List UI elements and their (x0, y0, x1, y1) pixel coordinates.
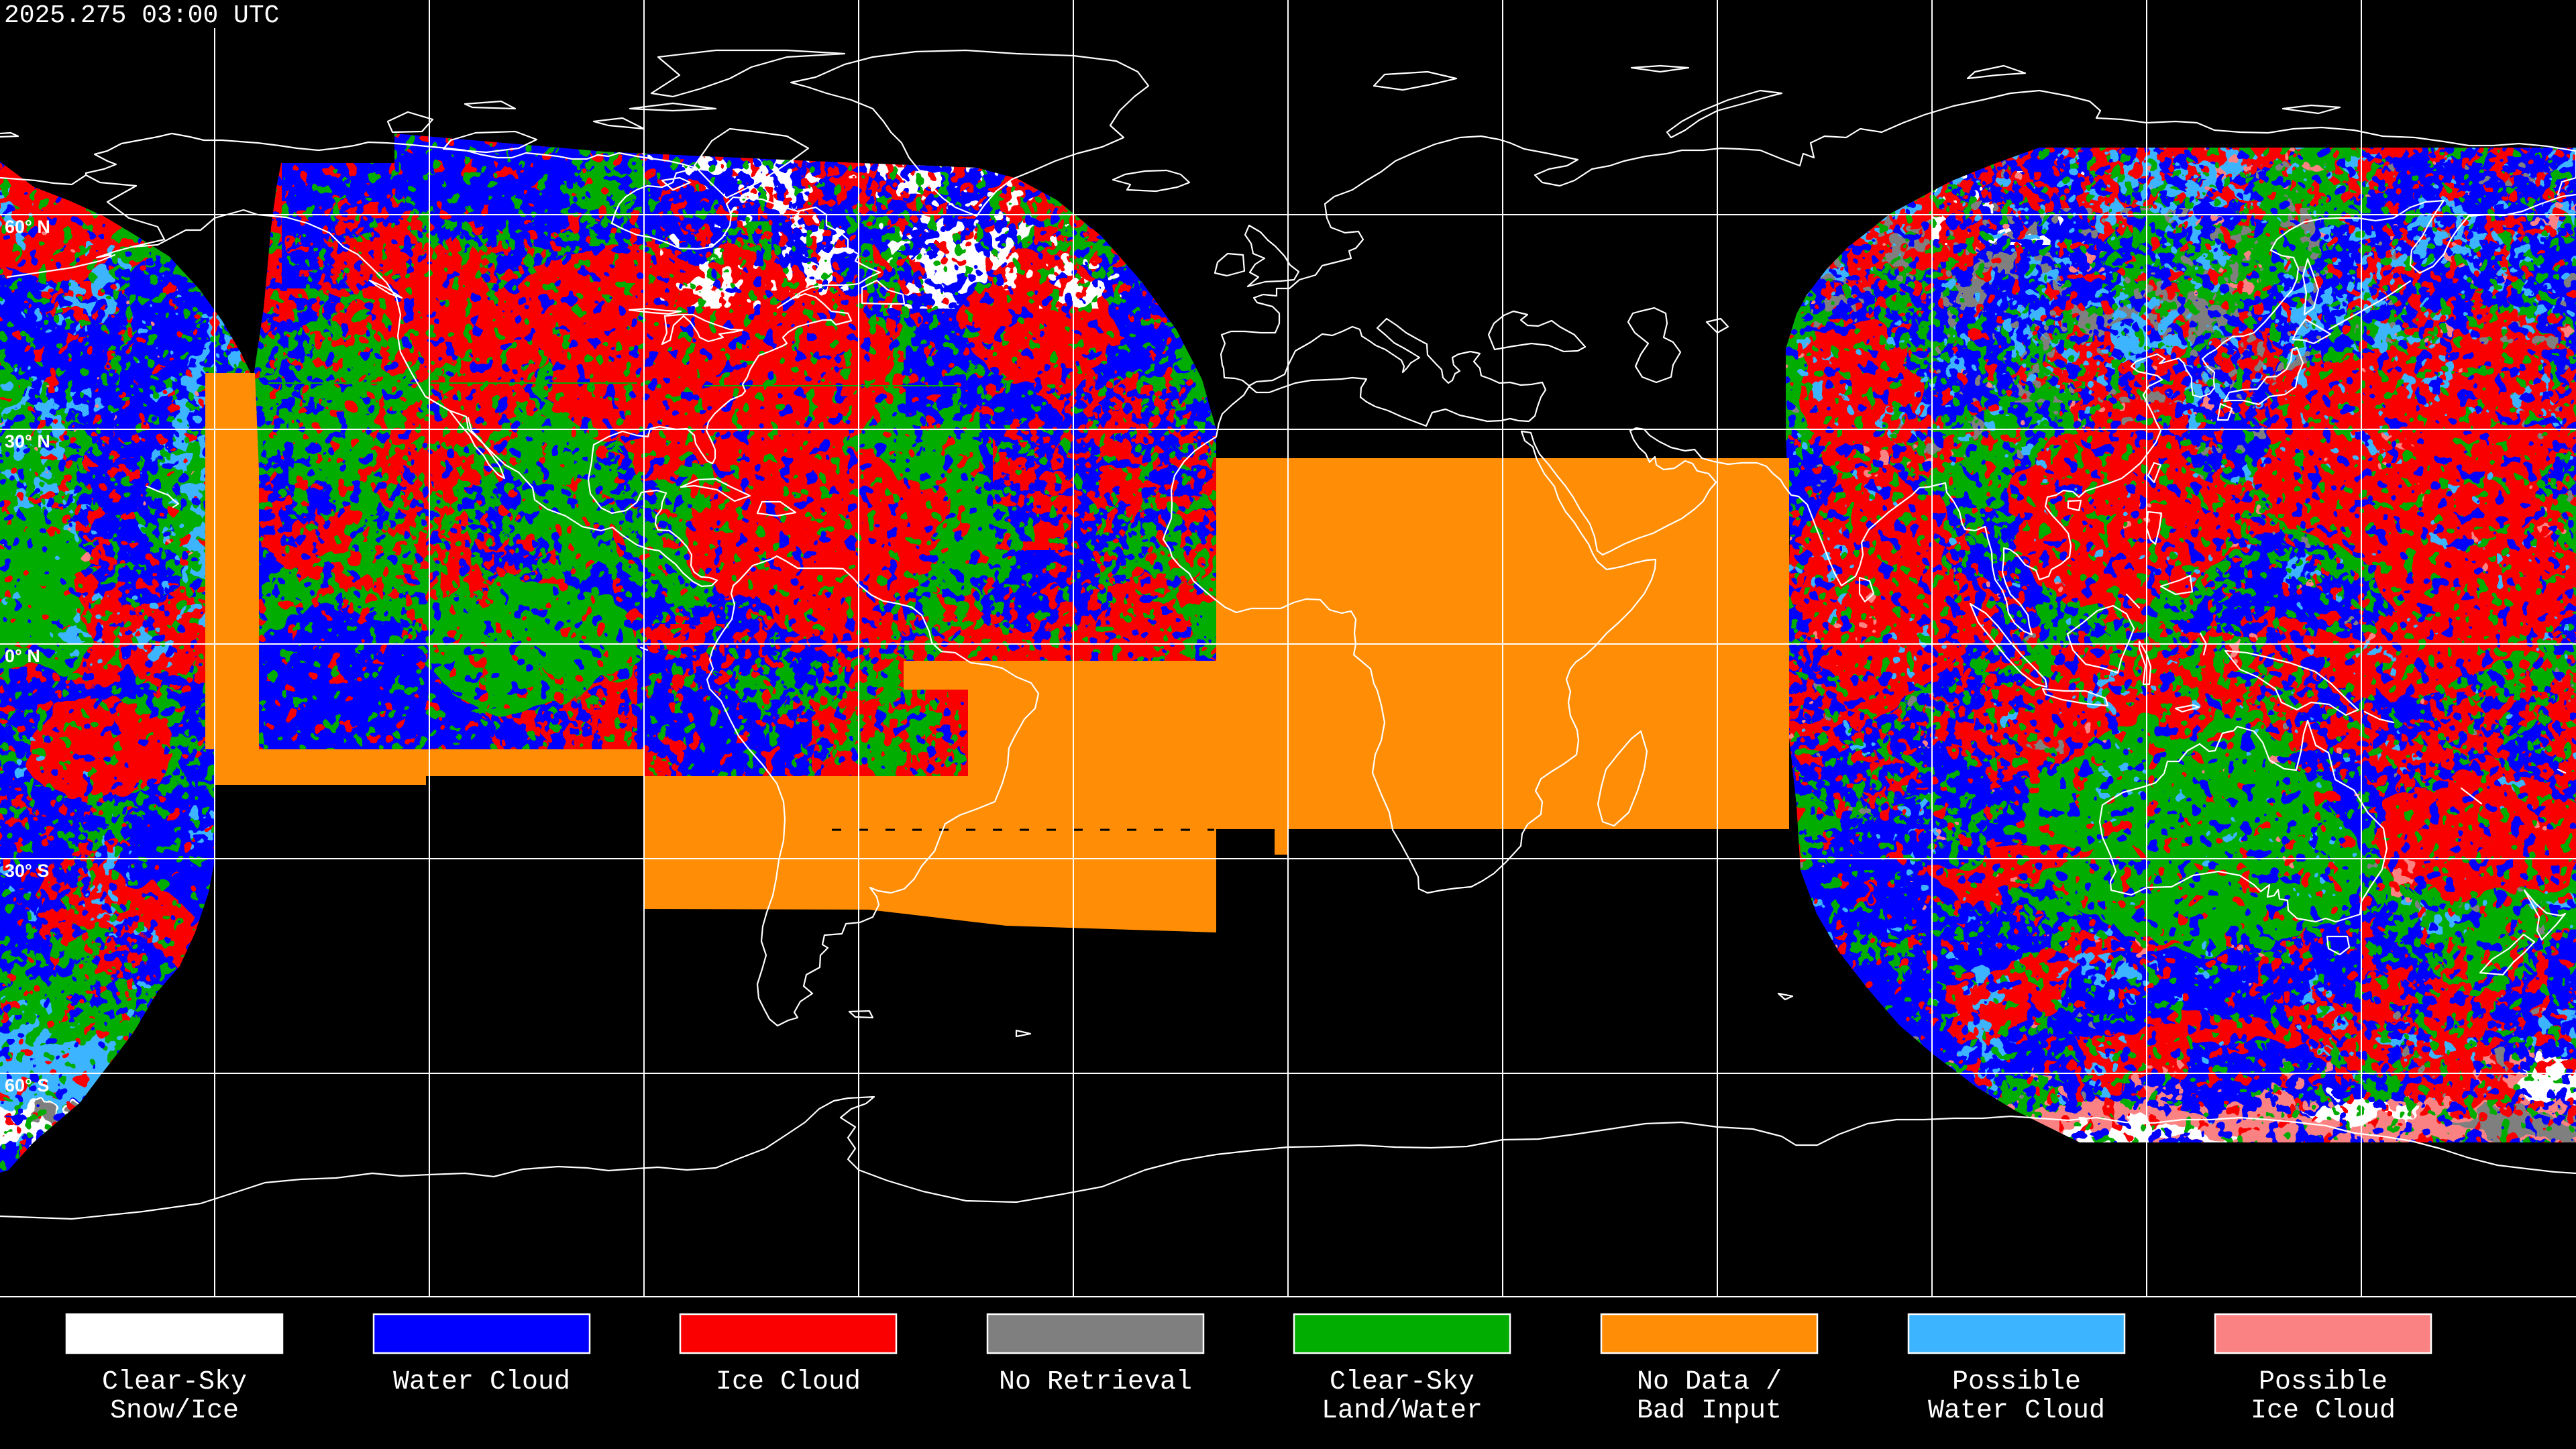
svg-text:Snow/Ice: Snow/Ice (110, 1396, 239, 1426)
svg-text:30° N: 30° N (5, 431, 50, 451)
svg-text:No Data /: No Data / (1637, 1367, 1782, 1397)
svg-text:Water Cloud: Water Cloud (1928, 1396, 2105, 1426)
svg-text:Clear-Sky: Clear-Sky (1330, 1367, 1474, 1397)
svg-text:Clear-Sky: Clear-Sky (102, 1367, 247, 1397)
svg-text:Ice Cloud: Ice Cloud (716, 1367, 861, 1397)
svg-text:60° S: 60° S (5, 1075, 49, 1095)
svg-text:No Retrieval: No Retrieval (999, 1367, 1192, 1397)
svg-text:Water Cloud: Water Cloud (393, 1367, 570, 1397)
svg-text:Ice Cloud: Ice Cloud (2251, 1396, 2396, 1426)
svg-text:Bad Input: Bad Input (1637, 1396, 1782, 1426)
svg-text:Possible: Possible (2259, 1367, 2387, 1397)
svg-text:0° N: 0° N (5, 646, 40, 666)
svg-text:60° N: 60° N (5, 217, 50, 237)
svg-text:Land/Water: Land/Water (1322, 1396, 1483, 1426)
svg-text:Possible: Possible (1952, 1367, 2081, 1397)
svg-text:2025.275 03:00 UTC: 2025.275 03:00 UTC (4, 1, 279, 30)
svg-text:30° S: 30° S (5, 861, 49, 881)
